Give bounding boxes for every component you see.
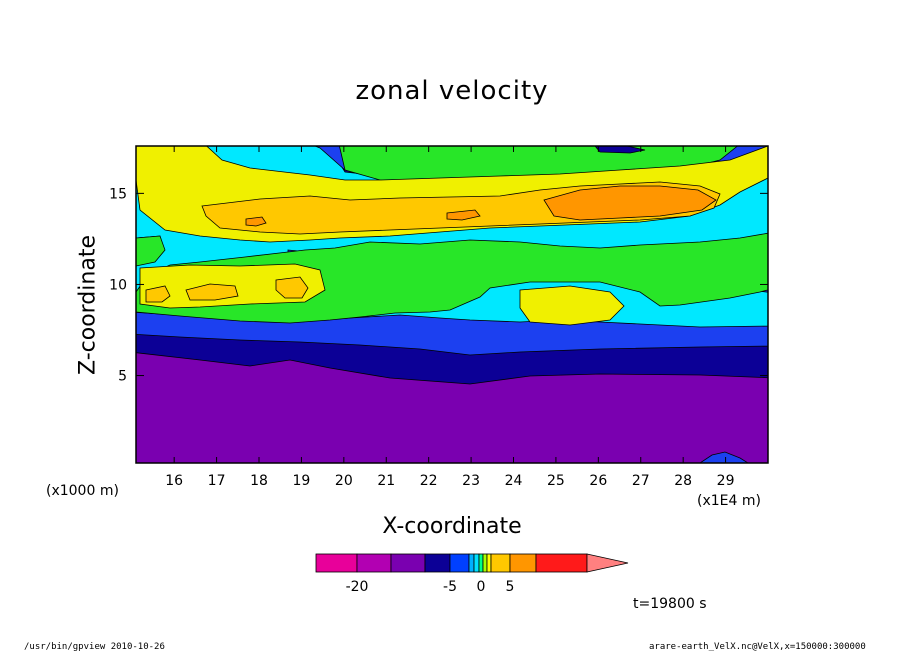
x-tick-label: 24 (505, 473, 523, 489)
x-tick-label: 20 (335, 473, 353, 489)
y-axis-label: Z-coordinate (75, 235, 101, 375)
colorbar-swatch (315, 553, 358, 573)
colorbar-swatch (468, 553, 475, 573)
contour-band (275, 276, 309, 299)
contour-band (519, 285, 625, 326)
colorbar-tick-label: -5 (443, 579, 457, 595)
contour-band (136, 235, 166, 267)
colorbar-swatch (449, 553, 470, 573)
y-tick-label: 5 (118, 369, 127, 385)
contour-band (699, 451, 749, 463)
contour-bands (136, 146, 768, 463)
colorbar-swatch (390, 553, 426, 573)
x-tick-label: 23 (462, 473, 480, 489)
x-unit-note: (x1000 m) (46, 483, 119, 499)
contour-band (185, 283, 239, 301)
colorbar-tick-label: 5 (506, 579, 515, 595)
y-tick-label: 15 (109, 186, 127, 202)
x-axis: 16 17 18 19 20 21 22 23 24 25 26 27 28 29 (165, 146, 734, 489)
colorbar-swatch (356, 553, 392, 573)
colorbar-tick-label: -20 (346, 579, 369, 595)
chart-title: zonal velocity (355, 76, 549, 106)
colorbar-swatch (424, 553, 451, 573)
x-tick-label: 19 (293, 473, 311, 489)
colorbar-swatch (486, 553, 492, 573)
colorbar-swatch (482, 553, 488, 573)
colorbar-swatch (535, 553, 588, 573)
x-tick-label: 16 (165, 473, 183, 489)
x-tick-label: 28 (674, 473, 692, 489)
contour-band (543, 185, 717, 221)
x-tick-label: 17 (208, 473, 226, 489)
contour-band (145, 285, 171, 303)
colorbar-swatch (478, 553, 484, 573)
colorbar-swatch (490, 553, 511, 573)
footer-right: arare-earth_VelX.nc@VelX,x=150000:300000 (649, 642, 866, 652)
contour-band (245, 216, 267, 227)
x-tick-label: 22 (420, 473, 438, 489)
y-tick-label: 10 (109, 277, 127, 293)
colorbar-swatch (473, 553, 480, 573)
x-tick-label: 18 (250, 473, 268, 489)
x-tick-label: 27 (632, 473, 650, 489)
plot-frame (135, 145, 769, 464)
x-tick-label: 21 (377, 473, 395, 489)
colorbar: -20 -5 0 5 (315, 553, 629, 595)
time-label: t=19800 s (633, 596, 707, 612)
x-scale-note: (x1E4 m) (697, 493, 761, 509)
footer-left: /usr/bin/gpview 2010-10-26 (24, 642, 165, 652)
x-tick-label: 29 (717, 473, 735, 489)
x-axis-label: X-coordinate (382, 514, 522, 539)
x-tick-label: 26 (589, 473, 607, 489)
y-axis: 5 10 15 (109, 186, 768, 385)
colorbar-extend-arrow (586, 553, 629, 573)
contour-band (594, 146, 646, 154)
contour-band (446, 209, 481, 221)
colorbar-tick-label: 0 (477, 579, 486, 595)
x-tick-label: 25 (547, 473, 565, 489)
colorbar-swatch (509, 553, 537, 573)
